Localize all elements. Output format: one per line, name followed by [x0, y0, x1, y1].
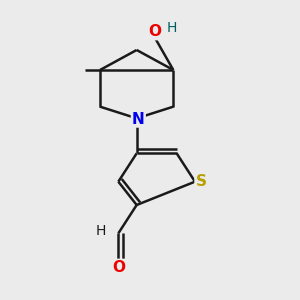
Text: H: H — [167, 21, 177, 35]
Text: H: H — [96, 224, 106, 238]
Text: O: O — [112, 260, 125, 275]
Text: S: S — [196, 174, 206, 189]
Text: O: O — [148, 24, 161, 39]
Text: N: N — [132, 112, 145, 127]
